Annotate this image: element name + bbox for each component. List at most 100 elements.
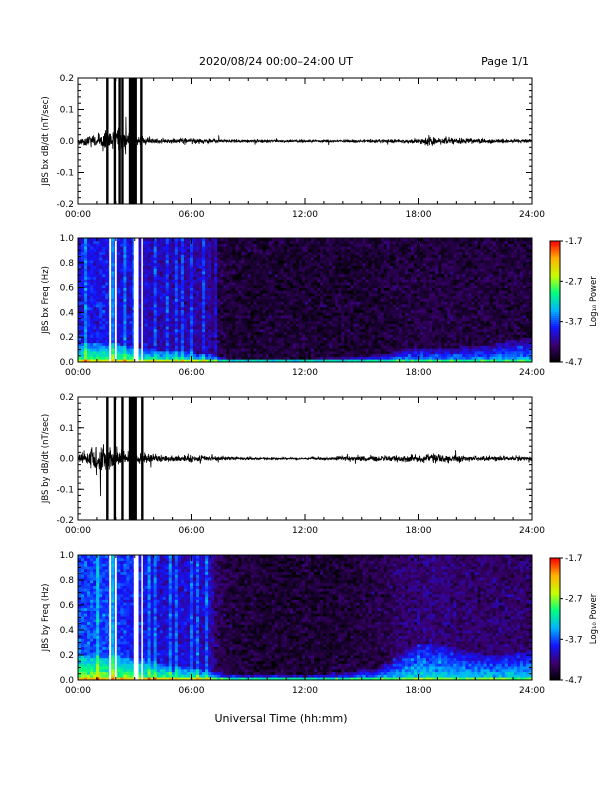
spectrogram-cell xyxy=(141,328,145,333)
spectrogram-cell xyxy=(196,251,200,255)
spectrogram-cell xyxy=(87,301,91,305)
spectrogram-cell xyxy=(362,282,366,286)
spectrogram-cell xyxy=(147,273,152,277)
spectrogram-cell xyxy=(123,309,127,313)
spectrogram-cell xyxy=(214,268,218,272)
spectrogram-cell xyxy=(353,284,357,288)
spectrogram-cell xyxy=(286,295,291,300)
spectrogram-cell xyxy=(274,298,279,302)
spectrogram-cell xyxy=(105,350,109,355)
spectrogram-cell xyxy=(326,306,330,311)
spectrogram-cell xyxy=(362,359,366,363)
spectrogram-cell xyxy=(317,298,321,302)
spectrogram-cell xyxy=(202,301,206,305)
spectrogram-cell xyxy=(208,326,212,330)
spectrogram-cell xyxy=(380,337,385,341)
spectrogram-cell xyxy=(383,290,388,294)
spectrogram-cell xyxy=(186,287,191,291)
spectrogram-cell xyxy=(241,262,245,266)
spectrogram-cell xyxy=(93,326,97,330)
spectrogram-cell xyxy=(81,304,85,308)
spectrogram-cell xyxy=(383,331,388,335)
spectrogram-cell xyxy=(147,350,152,355)
spectrogram-cell xyxy=(277,317,282,322)
spectrogram-cell xyxy=(295,348,300,352)
spectrogram-cell xyxy=(359,317,363,322)
spectrogram-cell xyxy=(150,262,155,266)
spectrogram-cell xyxy=(286,298,291,302)
spectrogram-cell xyxy=(126,249,130,253)
spectrogram-cell xyxy=(359,304,363,308)
spectrogram-cell xyxy=(347,348,351,352)
spectrogram-cell xyxy=(268,326,273,330)
spectrogram-cell xyxy=(286,309,291,313)
spectrogram-cell xyxy=(202,243,206,247)
spectrogram-cell xyxy=(335,282,339,286)
spectrogram-cell xyxy=(356,309,360,313)
spectrogram-cell xyxy=(120,238,124,242)
spectrogram-cell xyxy=(314,306,318,311)
spectrogram-cell xyxy=(93,309,97,313)
spectrogram-cell xyxy=(150,268,155,272)
spectrogram-cell xyxy=(174,298,179,302)
spectrogram-cell xyxy=(147,265,152,269)
spectrogram-cell xyxy=(235,304,239,308)
spectrogram-cell xyxy=(156,301,161,305)
spectrogram-cell xyxy=(93,304,97,308)
spectrogram-cell xyxy=(229,271,233,275)
spectrogram-cell xyxy=(186,326,191,330)
spectrogram-cell xyxy=(286,317,291,322)
spectrogram-cell xyxy=(335,356,339,360)
spectrogram-cell xyxy=(220,293,224,297)
spectrogram-cell xyxy=(199,328,203,333)
spectrogram-cell xyxy=(353,273,357,277)
spectrogram-cell xyxy=(241,268,245,272)
spectrogram-cell xyxy=(301,262,306,266)
spectrogram-cell xyxy=(277,279,282,283)
spectrogram-cell xyxy=(99,353,103,357)
spectrogram-cell xyxy=(226,326,230,330)
spectrogram-cell xyxy=(202,348,206,352)
spectrogram-cell xyxy=(353,359,357,363)
spectrogram-cell xyxy=(259,265,264,269)
spectrogram-cell xyxy=(256,271,260,275)
spectrogram-cell xyxy=(368,293,372,297)
spectrogram-cell xyxy=(168,279,173,283)
spectrogram-cell xyxy=(211,254,215,258)
spectrogram-cell xyxy=(93,315,97,319)
spectrogram-cell xyxy=(174,260,179,264)
spectrogram-cell xyxy=(156,309,161,313)
spectrogram-cell xyxy=(105,298,109,302)
spectrogram-cell xyxy=(292,260,297,264)
spectrogram-cell xyxy=(301,276,306,280)
spectrogram-cell xyxy=(244,276,248,280)
spectrogram-cell xyxy=(186,342,191,346)
spectrogram-cell xyxy=(392,293,397,297)
spectrogram-cell xyxy=(301,306,306,311)
spectrogram-cell xyxy=(129,309,133,313)
spectrogram-cell xyxy=(377,331,382,335)
spectrogram-cell xyxy=(298,334,303,338)
spectrogram-cell xyxy=(232,331,236,335)
spectrogram-cell xyxy=(144,350,149,355)
spectrogram-cell xyxy=(229,279,233,283)
spectrogram-cell xyxy=(326,265,330,269)
spectrogram-cell xyxy=(353,249,357,253)
spectrogram-cell xyxy=(392,326,397,330)
spectrogram-cell xyxy=(238,295,242,300)
spectrogram-cell xyxy=(277,265,282,269)
spectrogram-cell xyxy=(123,323,127,327)
spectrogram-cell xyxy=(141,254,145,258)
spectrogram-cell xyxy=(208,337,212,341)
spectrogram-cell xyxy=(211,257,215,261)
spectrogram-cell xyxy=(147,257,152,261)
spectrogram-cell xyxy=(235,251,239,255)
spectrogram-cell xyxy=(87,356,91,360)
spectrogram-cell xyxy=(81,309,85,313)
spectrogram-cell xyxy=(205,320,209,324)
spectrogram-cell xyxy=(238,268,242,272)
spectrogram-cell xyxy=(350,337,354,341)
spectrogram-cell xyxy=(359,254,363,258)
spectrogram-cell xyxy=(159,350,164,355)
spectrogram-cell xyxy=(326,345,330,349)
